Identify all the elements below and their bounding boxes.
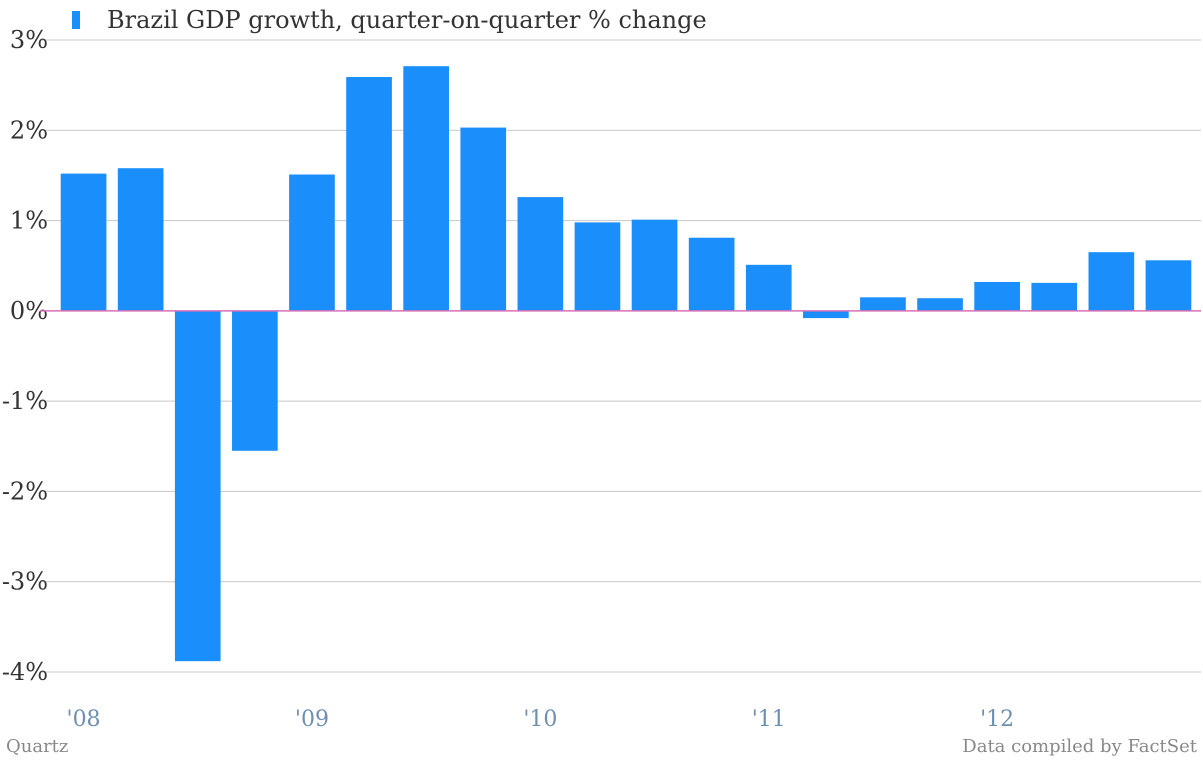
y-tick-label: -2% xyxy=(2,477,48,505)
y-tick-label: 1% xyxy=(10,207,48,235)
bar xyxy=(232,310,278,451)
x-tick-label: '08 xyxy=(67,707,101,732)
bar xyxy=(403,66,449,311)
x-tick-label: '12 xyxy=(980,707,1014,732)
bar xyxy=(631,219,678,311)
legend: Brazil GDP growth, quarter-on-quarter % … xyxy=(72,4,707,36)
y-tick-label: -4% xyxy=(2,658,48,686)
bar xyxy=(1145,260,1192,311)
bar xyxy=(346,77,392,311)
bar xyxy=(517,197,564,311)
bar xyxy=(745,264,792,311)
bar xyxy=(860,297,906,311)
bar xyxy=(974,281,1020,311)
bar xyxy=(1031,282,1078,311)
bar xyxy=(460,127,507,311)
y-tick-label: -1% xyxy=(2,387,48,415)
bar xyxy=(917,298,963,311)
y-tick-label: -3% xyxy=(2,568,48,596)
bar xyxy=(803,310,849,319)
bar xyxy=(574,222,621,311)
publisher-credit: Quartz xyxy=(6,736,69,757)
bar xyxy=(174,310,221,662)
x-tick-label: '09 xyxy=(295,707,329,732)
source-credit: Data compiled by FactSet xyxy=(962,736,1197,757)
y-tick-label: 3% xyxy=(10,26,48,54)
legend-label: Brazil GDP growth, quarter-on-quarter % … xyxy=(107,6,707,34)
bar xyxy=(289,174,335,311)
x-tick-label: '11 xyxy=(752,707,786,732)
bar xyxy=(688,237,735,311)
bar xyxy=(117,168,164,311)
x-tick-label: '10 xyxy=(523,707,557,732)
legend-swatch xyxy=(72,11,80,29)
y-tick-label: 2% xyxy=(10,116,48,144)
bar xyxy=(1088,252,1135,311)
bar xyxy=(60,173,107,311)
